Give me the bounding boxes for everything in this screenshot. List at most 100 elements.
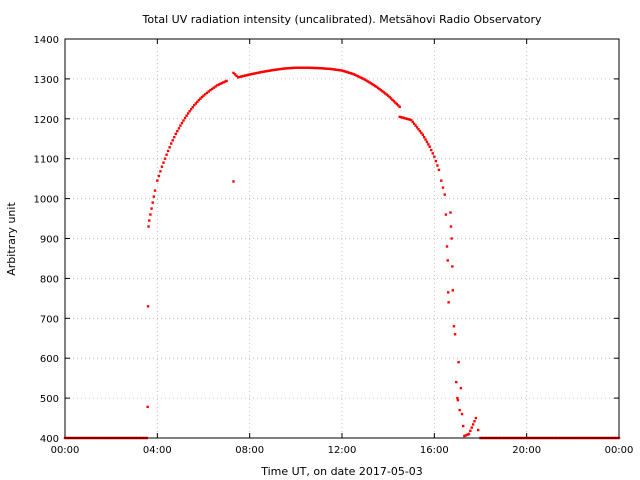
- data-point: [314, 66, 318, 70]
- data-point: [384, 92, 387, 95]
- data-point: [148, 219, 151, 222]
- data-point: [412, 122, 416, 125]
- data-point: [186, 112, 190, 115]
- axis-ticks: [64, 38, 620, 439]
- data-point: [159, 170, 162, 173]
- data-point: [437, 168, 441, 172]
- data-point: [398, 115, 401, 119]
- data-point: [290, 66, 293, 70]
- data-point: [214, 85, 217, 88]
- data-point: [320, 67, 324, 70]
- data-point: [317, 66, 321, 70]
- data-point: [147, 225, 150, 228]
- grid-lines: [65, 39, 619, 438]
- data-point: [199, 97, 202, 100]
- data-point: [332, 68, 335, 71]
- data-point: [188, 110, 191, 113]
- data-point: [375, 85, 378, 89]
- data-point: [343, 70, 347, 73]
- data-point: [271, 68, 274, 72]
- data-point: [365, 79, 368, 82]
- data-point: [373, 84, 377, 88]
- data-point: [306, 66, 309, 69]
- data-point: [163, 157, 167, 160]
- data-point: [358, 75, 361, 79]
- data-point: [330, 67, 334, 71]
- data-point: [447, 301, 450, 304]
- y-tick-label: 600: [40, 354, 59, 365]
- data-point: [342, 69, 345, 73]
- data-point: [420, 131, 423, 135]
- x-tick-labels: 00:00 04:00 08:00 12:00 16:00 20:00 00:00: [51, 445, 634, 456]
- data-point: [304, 66, 308, 69]
- data-point: [335, 68, 338, 71]
- data-point: [153, 189, 157, 192]
- data-point: [160, 165, 164, 168]
- x-tick-label: 04:00: [143, 445, 172, 456]
- data-point: [394, 101, 397, 104]
- data-point: [457, 360, 460, 364]
- data-point: [244, 74, 247, 77]
- data-point: [146, 405, 149, 409]
- data-point: [254, 72, 257, 75]
- data-point: [173, 135, 176, 139]
- data-point: [430, 148, 433, 152]
- data-point: [313, 66, 316, 70]
- data-point: [316, 66, 319, 70]
- data-point: [474, 416, 478, 420]
- data-point: [298, 66, 302, 69]
- data-point: [232, 180, 235, 183]
- data-point: [372, 83, 375, 87]
- data-point: [238, 75, 241, 79]
- data-point: [296, 66, 299, 69]
- x-tick-label: 08:00: [235, 445, 264, 456]
- data-point: [333, 68, 336, 71]
- data-point: [235, 74, 238, 78]
- data-point: [324, 67, 328, 70]
- data-point: [245, 74, 248, 77]
- data-point: [182, 119, 185, 122]
- data-point: [461, 424, 465, 428]
- data-point: [297, 66, 300, 69]
- data-point: [443, 193, 446, 196]
- data-point: [303, 66, 306, 69]
- data-point: [146, 305, 150, 308]
- data-point: [395, 102, 399, 106]
- data-point: [278, 67, 282, 71]
- data-point: [193, 104, 196, 107]
- data-point: [378, 87, 381, 91]
- data-point: [456, 398, 460, 402]
- data-point: [417, 128, 420, 131]
- data-point: [404, 117, 407, 120]
- data-point: [449, 225, 453, 228]
- data-point: [450, 237, 453, 240]
- data-point: [440, 179, 443, 182]
- data-point: [300, 66, 303, 69]
- x-tick-label: 00:00: [51, 445, 80, 456]
- data-point: [451, 265, 454, 268]
- data-point: [241, 75, 244, 78]
- data-point: [381, 90, 384, 93]
- data-point: [168, 146, 171, 149]
- data-point: [319, 67, 322, 70]
- data-point: [411, 120, 414, 124]
- data-point: [249, 73, 253, 76]
- data-point: [285, 67, 289, 70]
- data-point: [376, 86, 380, 90]
- y-tick-label: 1100: [34, 155, 59, 166]
- data-point: [205, 91, 209, 95]
- data-point: [307, 66, 311, 69]
- data-point: [388, 95, 391, 99]
- data-point: [204, 93, 207, 96]
- data-point: [402, 116, 406, 120]
- data-point: [212, 86, 216, 89]
- y-tick-label: 800: [40, 274, 59, 285]
- data-point: [183, 116, 187, 120]
- data-point: [222, 81, 225, 84]
- data-point: [436, 164, 439, 167]
- data-point: [267, 69, 270, 73]
- data-point: [247, 73, 250, 77]
- data-point: [446, 259, 449, 262]
- data-point: [283, 67, 286, 70]
- data-point: [392, 100, 396, 103]
